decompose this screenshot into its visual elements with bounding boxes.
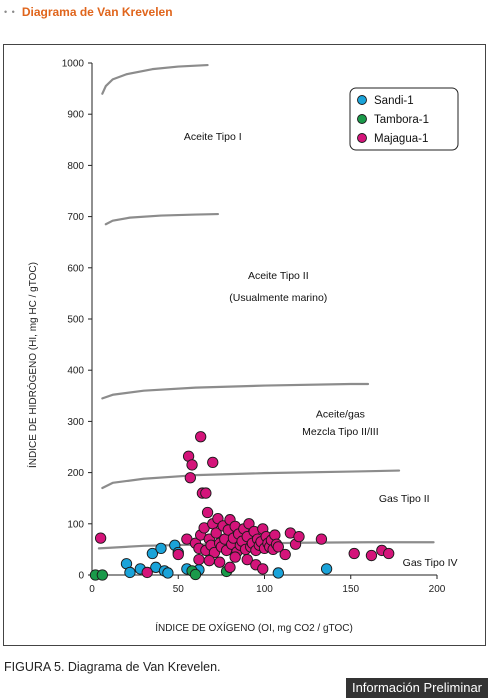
data-point (141, 566, 153, 579)
data-point (124, 566, 136, 579)
data-point (272, 567, 284, 579)
legend-marker (357, 133, 367, 143)
zone-label: Gas Tipo IV (403, 557, 458, 569)
data-point (293, 530, 305, 543)
data-point (203, 555, 215, 567)
data-point (383, 547, 395, 560)
maturation-curve-3 (101, 382, 370, 400)
figure-caption: FIGURA 5. Diagrama de Van Krevelen. (4, 660, 221, 674)
data-point (243, 518, 255, 530)
data-point (279, 548, 291, 561)
y-tick-label: 0 (78, 571, 84, 582)
data-point (184, 472, 196, 484)
x-axis-label: ÍNDICE DE OXÍGENO (OI, mg CO2 / gTOC) (155, 621, 353, 634)
data-point (155, 542, 167, 555)
zone-label: Aceite Tipo II (248, 270, 309, 282)
data-point (320, 563, 333, 575)
data-point (365, 549, 378, 562)
legend-label: Majagua-1 (374, 133, 428, 145)
maturation-curve-4 (101, 469, 401, 490)
zone-label: Aceite/gas (316, 408, 365, 420)
maturation-curves (97, 63, 435, 550)
x-tick-label: 0 (89, 584, 95, 595)
data-point (94, 532, 107, 544)
y-axis-label: ÍNDICE DE HIDRÓGENO (HI, mg HC / gTOC) (26, 262, 39, 468)
data-point (96, 569, 109, 581)
zone-annotations: Aceite Tipo I Aceite Tipo II (Usualmente m… (184, 131, 458, 569)
x-tick-label: 200 (429, 584, 446, 595)
zone-label: Mezcla Tipo II/III (302, 426, 378, 438)
zone-label: (Usualmente marino) (229, 292, 327, 304)
data-point (201, 506, 214, 519)
data-point (210, 527, 222, 539)
data-point (193, 553, 205, 566)
data-point (229, 551, 241, 563)
data-point (257, 563, 269, 575)
data-points (89, 431, 395, 581)
y-tick-label: 300 (67, 417, 84, 428)
data-point (272, 541, 284, 553)
section-title: Diagrama de Van Krevelen (21, 5, 173, 19)
data-point (200, 487, 212, 499)
zone-label: Aceite Tipo I (184, 131, 242, 143)
legend-label: Sandi-1 (374, 95, 414, 107)
chart-frame: 0 100 200 300 400 500 600 700 800 900 1000 0 50 100 15… (3, 44, 486, 646)
legend-marker (357, 95, 367, 105)
data-point (224, 561, 236, 573)
y-tick-label: 400 (67, 366, 84, 377)
y-tick-label: 200 (67, 468, 84, 479)
data-point (195, 431, 207, 443)
y-tick-label: 900 (67, 110, 84, 121)
series-sandi-1 (120, 539, 333, 580)
data-point (315, 533, 328, 545)
series-majagua-1 (94, 431, 395, 579)
y-tick-label: 800 (67, 161, 84, 172)
data-point (241, 553, 253, 566)
axes: 0 100 200 300 400 500 600 700 800 900 1000 0 50 100 15… (62, 59, 446, 596)
data-point (189, 568, 202, 581)
preliminary-badge: Información Preliminar (345, 678, 488, 698)
x-tick-label: 100 (256, 584, 273, 595)
legend-label: Tambora-1 (374, 114, 429, 126)
y-tick-label: 500 (67, 315, 84, 326)
y-tick-label: 700 (67, 212, 84, 223)
data-point (186, 459, 198, 471)
data-point (213, 556, 226, 568)
data-point (172, 548, 184, 561)
y-tick-label: 600 (67, 263, 84, 274)
maturation-curve-1 (101, 63, 209, 95)
data-point (146, 547, 159, 560)
legend-box (349, 87, 459, 151)
section-header: • • Diagrama de Van Krevelen (4, 4, 173, 20)
maturation-curve-2 (104, 212, 220, 226)
data-point (269, 529, 281, 541)
data-point (162, 567, 174, 579)
bullet-dots: • • (4, 7, 16, 17)
y-tick-label: 1000 (62, 59, 85, 70)
x-tick-label: 150 (342, 584, 359, 595)
van-krevelen-chart: 0 100 200 300 400 500 600 700 800 900 1000 0 50 100 15… (26, 59, 459, 634)
zone-label: Gas Tipo II (379, 493, 430, 505)
y-tick-label: 100 (67, 519, 84, 530)
legend-marker (357, 114, 367, 124)
x-tick-label: 50 (173, 584, 185, 595)
data-point (348, 547, 360, 560)
data-point (207, 456, 219, 469)
legend: Sandi-1 Tambora-1 Majagua-1 (349, 87, 459, 151)
